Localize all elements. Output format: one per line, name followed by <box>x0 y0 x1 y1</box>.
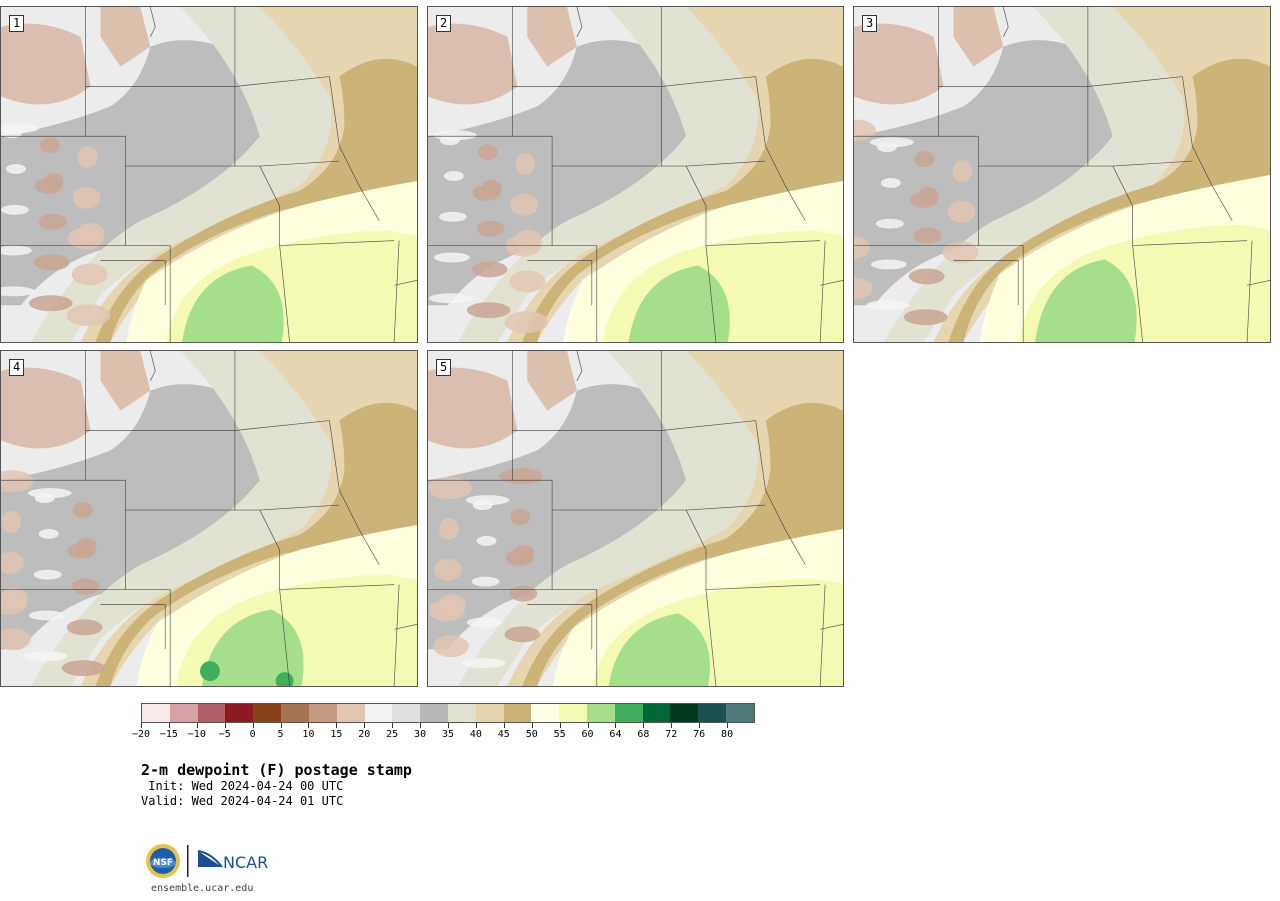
colorbar-tick <box>503 723 505 728</box>
colorbar-tick <box>420 723 422 728</box>
colorbar-tick-label: 5 <box>277 729 284 740</box>
site-url: ensemble.ucar.edu <box>151 883 254 894</box>
colorbar-tick-label: −5 <box>218 729 231 740</box>
colorbar-segment <box>475 704 504 722</box>
colorbar-tick <box>671 723 673 728</box>
page-title: 2-m dewpoint (F) postage stamp <box>141 761 412 779</box>
colorbar-tick-label: 80 <box>721 729 734 740</box>
colorbar-segment <box>531 704 560 722</box>
colorbar-segment <box>447 704 476 722</box>
colorbar-tick <box>196 723 198 728</box>
colorbar-segment <box>559 704 587 722</box>
colorbar-tick-label: −10 <box>187 729 206 740</box>
colorbar <box>141 703 755 723</box>
colorbar-tick <box>392 723 394 728</box>
colorbar-tick-label: −20 <box>131 729 151 740</box>
colorbar-tick <box>727 723 729 728</box>
colorbar-segment <box>281 704 309 722</box>
colorbar-tick <box>336 723 338 728</box>
colorbar-segment <box>698 704 727 722</box>
colorbar-tick <box>699 723 701 728</box>
ncar-logo-text: NCAR <box>223 853 268 872</box>
colorbar-tick-label: 45 <box>497 729 510 740</box>
colorbar-tick-label: 20 <box>358 729 371 740</box>
colorbar-tick <box>615 723 617 728</box>
colorbar-tick <box>643 723 645 728</box>
colorbar-tick <box>308 723 310 728</box>
colorbar-segment <box>197 704 226 722</box>
map-panel-1: 1 <box>0 6 418 343</box>
colorbar-segment <box>503 704 532 722</box>
colorbar-tick <box>364 723 366 728</box>
colorbar-tick-label: 10 <box>302 729 315 740</box>
colorbar-tick <box>252 723 254 728</box>
colorbar-segment <box>587 704 615 722</box>
colorbar-segment <box>225 704 254 722</box>
colorbar-tick <box>531 723 533 728</box>
colorbar-tick <box>475 723 477 728</box>
colorbar-segment <box>614 704 643 722</box>
colorbar-segment <box>420 704 448 722</box>
colorbar-tick-label: 60 <box>581 729 594 740</box>
nsf-logo-icon: NSF <box>146 844 180 878</box>
nsf-logo-text: NSF <box>153 858 173 868</box>
colorbar-segment <box>253 704 282 722</box>
colorbar-tick-label: 76 <box>693 729 706 740</box>
colorbar-segment <box>336 704 365 722</box>
colorbar-segment <box>392 704 421 722</box>
colorbar-tick-label: 72 <box>665 729 678 740</box>
ncar-logo-icon: NCAR <box>197 850 268 872</box>
colorbar-segment <box>142 704 170 722</box>
panel-number: 1 <box>9 15 25 32</box>
colorbar-tick <box>448 723 449 728</box>
colorbar-tick-label: 64 <box>609 729 622 740</box>
logos: NSF NCAR <box>145 843 285 883</box>
colorbar-segment <box>308 704 337 722</box>
colorbar-tick-label: 15 <box>330 729 343 740</box>
colorbar-tick <box>141 723 142 728</box>
map-panel-5: 5 <box>427 350 844 687</box>
colorbar-tick-label: 68 <box>637 729 650 740</box>
colorbar-tick <box>587 723 589 728</box>
init-time: Init: Wed 2024-04-24 00 UTC <box>141 779 344 793</box>
colorbar-tick <box>168 723 170 728</box>
colorbar-tick-label: 25 <box>386 729 399 740</box>
colorbar-segment <box>169 704 198 722</box>
colorbar-tick-label: −15 <box>159 729 178 740</box>
colorbar-tick-label: 0 <box>249 729 256 740</box>
colorbar-tick <box>280 723 282 728</box>
map-panel-3: 3 <box>853 6 1271 343</box>
colorbar-tick-label: 40 <box>469 729 482 740</box>
colorbar-segment <box>670 704 699 722</box>
colorbar-segment <box>642 704 671 722</box>
colorbar-segment <box>726 704 754 722</box>
colorbar-tick-label: 50 <box>525 729 538 740</box>
panel-number: 4 <box>9 359 25 376</box>
colorbar-tick <box>559 723 561 728</box>
panel-number: 5 <box>436 359 452 376</box>
map-panel-2: 2 <box>427 6 844 343</box>
colorbar-tick-label: 55 <box>553 729 566 740</box>
panel-number: 3 <box>862 15 878 32</box>
colorbar-tick-label: 30 <box>414 729 427 740</box>
colorbar-tick <box>224 723 226 728</box>
colorbar-ticks: −20 −15 −10 −5 0 5 10 15 20 25 30 35 40 45 50 55 60 64 68 7… <box>132 723 755 743</box>
colorbar-segment <box>364 704 393 722</box>
panel-number: 2 <box>436 15 452 32</box>
colorbar-tick-label: 35 <box>441 729 455 740</box>
map-panel-4: 4 <box>0 350 418 687</box>
valid-time: Valid: Wed 2024-04-24 01 UTC <box>141 794 344 808</box>
